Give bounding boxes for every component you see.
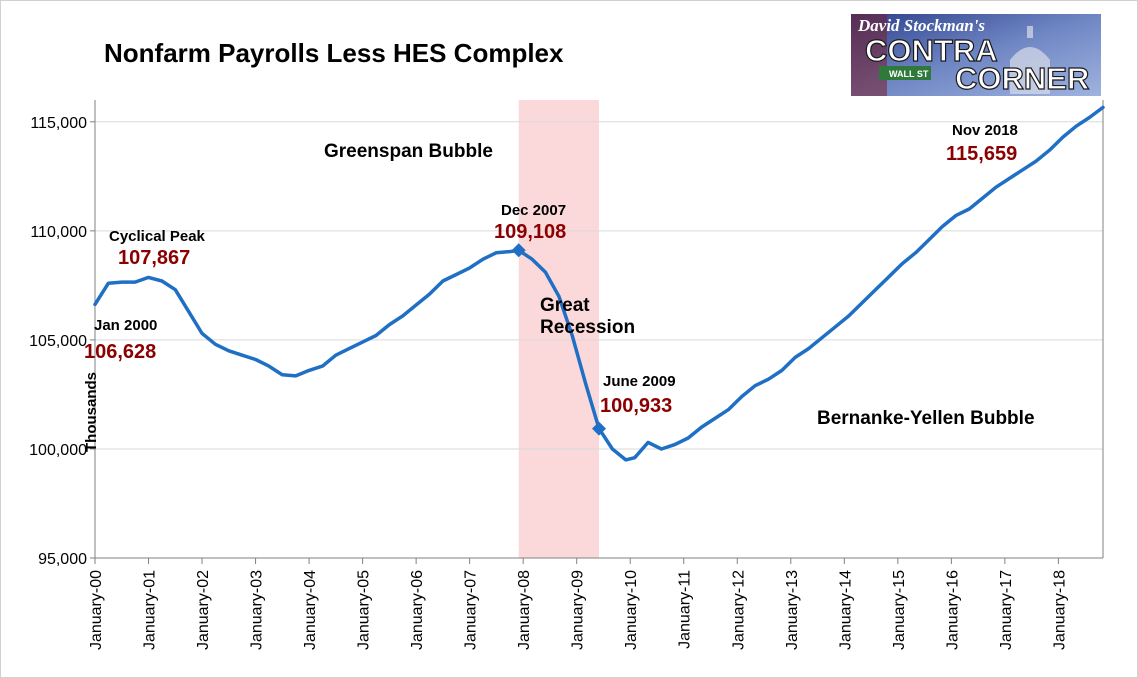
gridlines [90, 121, 1103, 559]
chart-title: Nonfarm Payrolls Less HES Complex [104, 38, 564, 68]
x-tick-label: January-03 [249, 570, 266, 650]
logo-byline: David Stockman's [857, 16, 985, 35]
logo-word-corner: CORNER [955, 61, 1089, 96]
region-label-bernanke-yellen: Bernanke-Yellen Bubble [817, 408, 1035, 429]
x-tick-label: January-08 [516, 570, 533, 650]
data-point-marker [592, 421, 606, 436]
annotation-label-june-2009: June 2009 [603, 373, 676, 390]
annotation-value-june-2009: 100,933 [600, 395, 672, 417]
x-tick-label: January-00 [88, 570, 105, 650]
y-tick-label: 110,000 [30, 224, 87, 241]
x-tick-label: January-06 [409, 570, 426, 650]
y-tick-label: 105,000 [29, 333, 87, 350]
x-tick-label: January-02 [195, 570, 212, 650]
y-tick-labels: 95,000 100,000 105,000 110,000 115,000 [29, 115, 87, 568]
x-tick-label: January-01 [142, 570, 159, 650]
logo-background [851, 14, 1101, 96]
data-point-marker [511, 243, 526, 258]
x-tick-label: January-14 [837, 570, 854, 650]
annotation-value-cyclical-peak: 107,867 [118, 247, 190, 269]
recession-label-line2: Recession [540, 317, 635, 338]
x-tick-label: January-12 [730, 570, 747, 650]
annotation-value-dec-2007: 109,108 [494, 221, 566, 243]
y-tick-label: 115,000 [30, 115, 87, 132]
logo-word-contra: CONTRA [865, 33, 998, 68]
x-tick-label: January-04 [302, 570, 319, 650]
annotation-value-nov-2018: 115,659 [946, 143, 1017, 165]
x-tick-labels: January-00 January-01 January-02 January-03… [88, 558, 1068, 650]
data-markers [511, 243, 606, 436]
recession-label-line1: Great [540, 295, 590, 316]
recession-shade [518, 100, 599, 558]
annotation-label-cyclical-peak: Cyclical Peak [109, 228, 206, 245]
wall-street-sign-icon [879, 66, 931, 80]
annotation-value-jan-2000: 106,628 [84, 341, 156, 363]
x-tick-label: January-07 [463, 570, 480, 650]
annotation-label-jan-2000: Jan 2000 [94, 317, 157, 334]
y-tick-label: 100,000 [29, 442, 87, 459]
x-tick-label: January-11 [677, 570, 694, 649]
y-tick-label: 95,000 [38, 551, 87, 568]
annotation-label-dec-2007: Dec 2007 [501, 202, 566, 219]
contra-corner-logo: David Stockman's CONTRA WALL ST CORNER [851, 14, 1101, 97]
capitol-spire-icon [1027, 26, 1033, 38]
x-tick-label: January-16 [944, 570, 961, 650]
x-tick-label: January-18 [1051, 570, 1068, 650]
capitol-dome-icon [1010, 47, 1050, 94]
logo-sign-text: WALL ST [889, 69, 929, 79]
x-tick-label: January-15 [891, 570, 908, 650]
x-tick-label: January-09 [570, 570, 587, 650]
x-tick-label: January-05 [356, 570, 373, 650]
region-label-greenspan: Greenspan Bubble [324, 141, 493, 162]
y-axis-label: Thousands [83, 372, 100, 452]
x-tick-label: January-17 [998, 570, 1015, 650]
annotation-label-nov-2018: Nov 2018 [952, 122, 1018, 139]
x-tick-label: January-13 [784, 570, 801, 650]
logo-flag-stripe [851, 14, 887, 96]
x-tick-label: January-10 [623, 570, 640, 650]
